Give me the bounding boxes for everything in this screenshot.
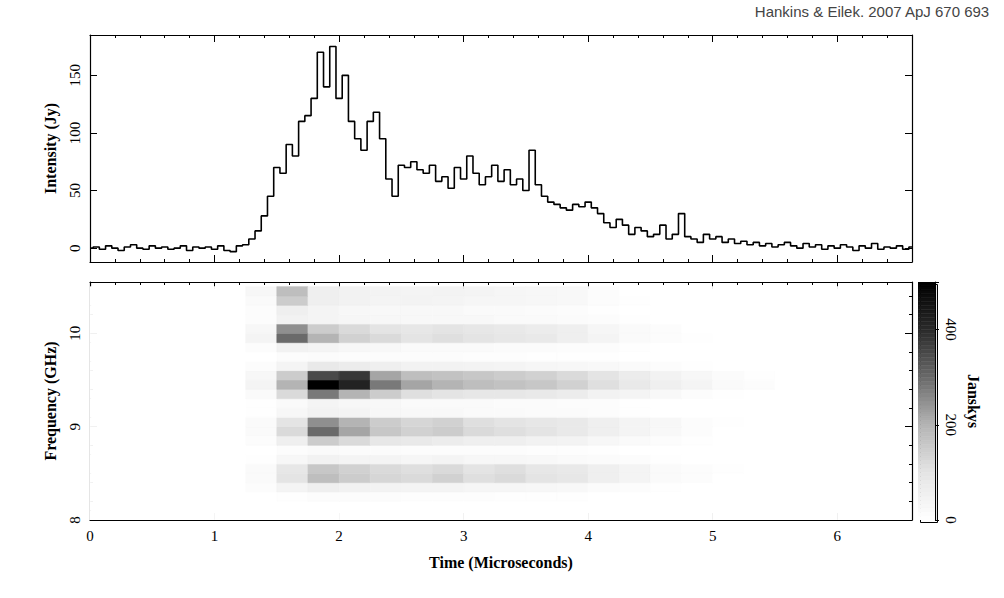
svg-text:1: 1 [211,528,219,544]
svg-text:50: 50 [67,183,83,198]
svg-text:Frequency (GHz): Frequency (GHz) [42,341,60,460]
svg-text:8: 8 [67,516,83,524]
svg-text:2: 2 [335,528,343,544]
svg-text:6: 6 [834,528,842,544]
svg-text:5: 5 [709,528,717,544]
svg-text:3: 3 [460,528,468,544]
svg-text:Time (Microseconds): Time (Microseconds) [429,554,573,572]
svg-text:Hankins & Eilek. 2007 ApJ 670: Hankins & Eilek. 2007 ApJ 670 693 [755,3,989,20]
svg-text:4: 4 [584,528,592,544]
svg-text:0: 0 [86,528,94,544]
svg-text:400: 400 [943,318,959,341]
svg-text:0: 0 [67,244,83,252]
svg-text:10: 10 [67,326,83,341]
svg-text:Janskys: Janskys [964,374,982,428]
svg-text:100: 100 [67,122,83,145]
svg-text:9: 9 [67,423,83,431]
svg-text:Intensity (Jy): Intensity (Jy) [42,103,60,194]
svg-text:150: 150 [67,64,83,87]
svg-text:200: 200 [943,414,959,437]
svg-text:0: 0 [943,516,959,524]
